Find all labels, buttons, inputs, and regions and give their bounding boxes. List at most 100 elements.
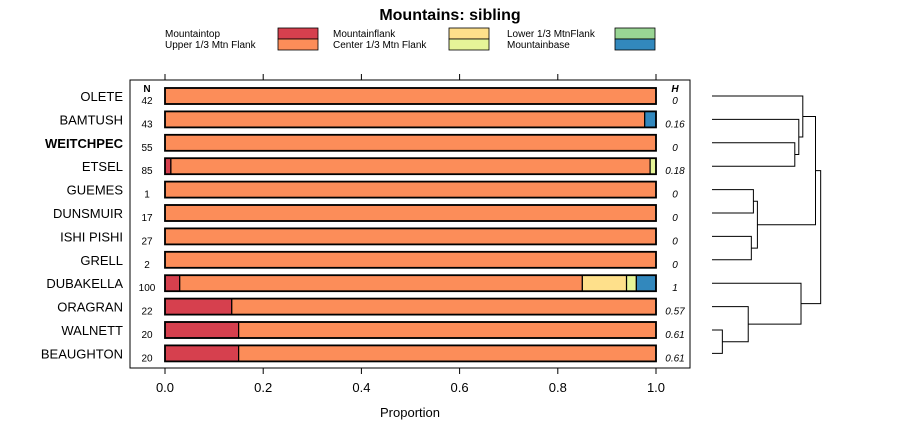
h-value: 0: [672, 213, 678, 224]
bar-segment: [164, 274, 181, 292]
category-label: GUEMES: [67, 183, 124, 198]
chart-title: Mountains: sibling: [379, 7, 520, 24]
n-value: 43: [141, 119, 153, 130]
dendrogram-branch: [751, 200, 758, 249]
dendrogram-branch: [712, 235, 752, 261]
n-column-header: N: [143, 84, 150, 95]
h-value: 1: [672, 283, 678, 294]
legend-swatch: [277, 27, 319, 40]
x-tick-label: 0.6: [451, 380, 469, 395]
x-tick-label: 0.2: [254, 380, 272, 395]
category-label: DUNSMUIR: [53, 206, 123, 221]
h-column-header: H: [671, 84, 679, 95]
legend-swatch: [277, 38, 319, 51]
category-label: DUBAKELLA: [46, 276, 123, 291]
dendrogram-branch: [712, 282, 802, 325]
bar-outline: [164, 87, 657, 105]
x-axis: 0.0 0.2 0.4 0.6 0.8 1.0: [156, 74, 665, 395]
h-value: 0.61: [665, 353, 684, 364]
h-value: 0.16: [665, 119, 685, 130]
category-label: ETSEL: [82, 159, 123, 174]
bar-outline: [164, 250, 657, 269]
legend-label: Mountainflank: [333, 29, 396, 40]
bar-rows: OLETE 42 0 BAMTUSH 43 0.16 WEITCHPEC 55 0 ETSEL 85…: [41, 87, 685, 364]
bar-segment: [635, 274, 657, 292]
category-label: WEITCHPEC: [45, 136, 124, 151]
bar-segment: [164, 251, 657, 269]
dendrogram-branch: [712, 329, 723, 354]
dendrogram-branch: [712, 95, 804, 138]
bar-segment: [581, 274, 628, 292]
dendrogram-branch: [757, 115, 816, 226]
n-value: 55: [141, 143, 153, 154]
h-value: 0: [672, 96, 678, 107]
legend-swatch: [448, 38, 490, 51]
legend-swatch: [614, 38, 656, 51]
category-label: BEAUGHTON: [41, 346, 123, 361]
n-value: 2: [144, 260, 150, 271]
n-value: 20: [141, 330, 153, 341]
x-tick-label: 0.0: [156, 380, 174, 395]
bar-segment: [644, 110, 657, 129]
h-value: 0: [672, 190, 678, 201]
bar-outline: [164, 297, 657, 316]
legend-label: Center 1/3 Mtn Flank: [333, 40, 427, 51]
category-label: GRELL: [80, 253, 123, 268]
bar-segment: [164, 204, 657, 222]
dendrogram: [712, 95, 822, 354]
category-label: ISHI PISHI: [60, 229, 123, 244]
bar-segment: [625, 274, 637, 292]
n-value: 22: [141, 307, 153, 318]
legend-label: Upper 1/3 Mtn Flank: [165, 40, 257, 51]
bar-segment: [164, 134, 657, 152]
n-value: 42: [141, 96, 153, 107]
n-value: 17: [141, 213, 153, 224]
category-label: BAMTUSH: [59, 112, 123, 127]
bar-segment: [164, 87, 657, 105]
n-value: 85: [141, 166, 153, 177]
h-value: 0: [672, 260, 678, 271]
legend-swatch: [614, 27, 656, 40]
bar-segment: [238, 321, 657, 339]
n-value: 1: [144, 190, 150, 201]
bar-outline: [164, 344, 657, 363]
bar-segment: [231, 298, 657, 316]
n-value: 27: [141, 236, 153, 247]
x-tick-label: 0.4: [352, 380, 370, 395]
bar-segment: [164, 110, 646, 129]
bar-segment: [179, 274, 583, 292]
bar-segment: [164, 298, 233, 316]
legend-label: Mountaintop: [165, 29, 220, 40]
dendrogram-branch: [712, 189, 754, 214]
bar-segment: [164, 321, 240, 339]
bar-segment: [170, 157, 651, 175]
bar-outline: [164, 180, 657, 199]
dendrogram-branch: [801, 170, 822, 305]
n-value: 20: [141, 353, 153, 364]
category-label: OLETE: [80, 89, 123, 104]
category-label: WALNETT: [61, 323, 123, 338]
legend-label: Lower 1/3 MtnFlank: [507, 29, 596, 40]
bar-outline: [164, 204, 657, 222]
bar-segment: [238, 344, 657, 362]
legend-swatch: [448, 27, 490, 40]
h-value: 0: [672, 236, 678, 247]
h-value: 0.57: [665, 307, 685, 318]
dendrogram-branch: [712, 118, 800, 155]
h-value: 0.61: [665, 330, 684, 341]
bar-outline: [164, 274, 657, 293]
x-tick-label: 1.0: [647, 380, 665, 395]
bar-outline: [164, 157, 657, 176]
plot-frame: [129, 79, 691, 369]
bar-outline: [164, 321, 657, 339]
category-label: ORAGRAN: [57, 300, 123, 315]
bar-segment: [164, 227, 657, 245]
dendrogram-branch: [712, 306, 749, 343]
bar-outline: [164, 110, 657, 129]
n-value: 100: [139, 283, 156, 294]
bar-segment: [164, 181, 657, 199]
x-tick-label: 0.8: [549, 380, 567, 395]
bar-outline: [164, 133, 657, 152]
